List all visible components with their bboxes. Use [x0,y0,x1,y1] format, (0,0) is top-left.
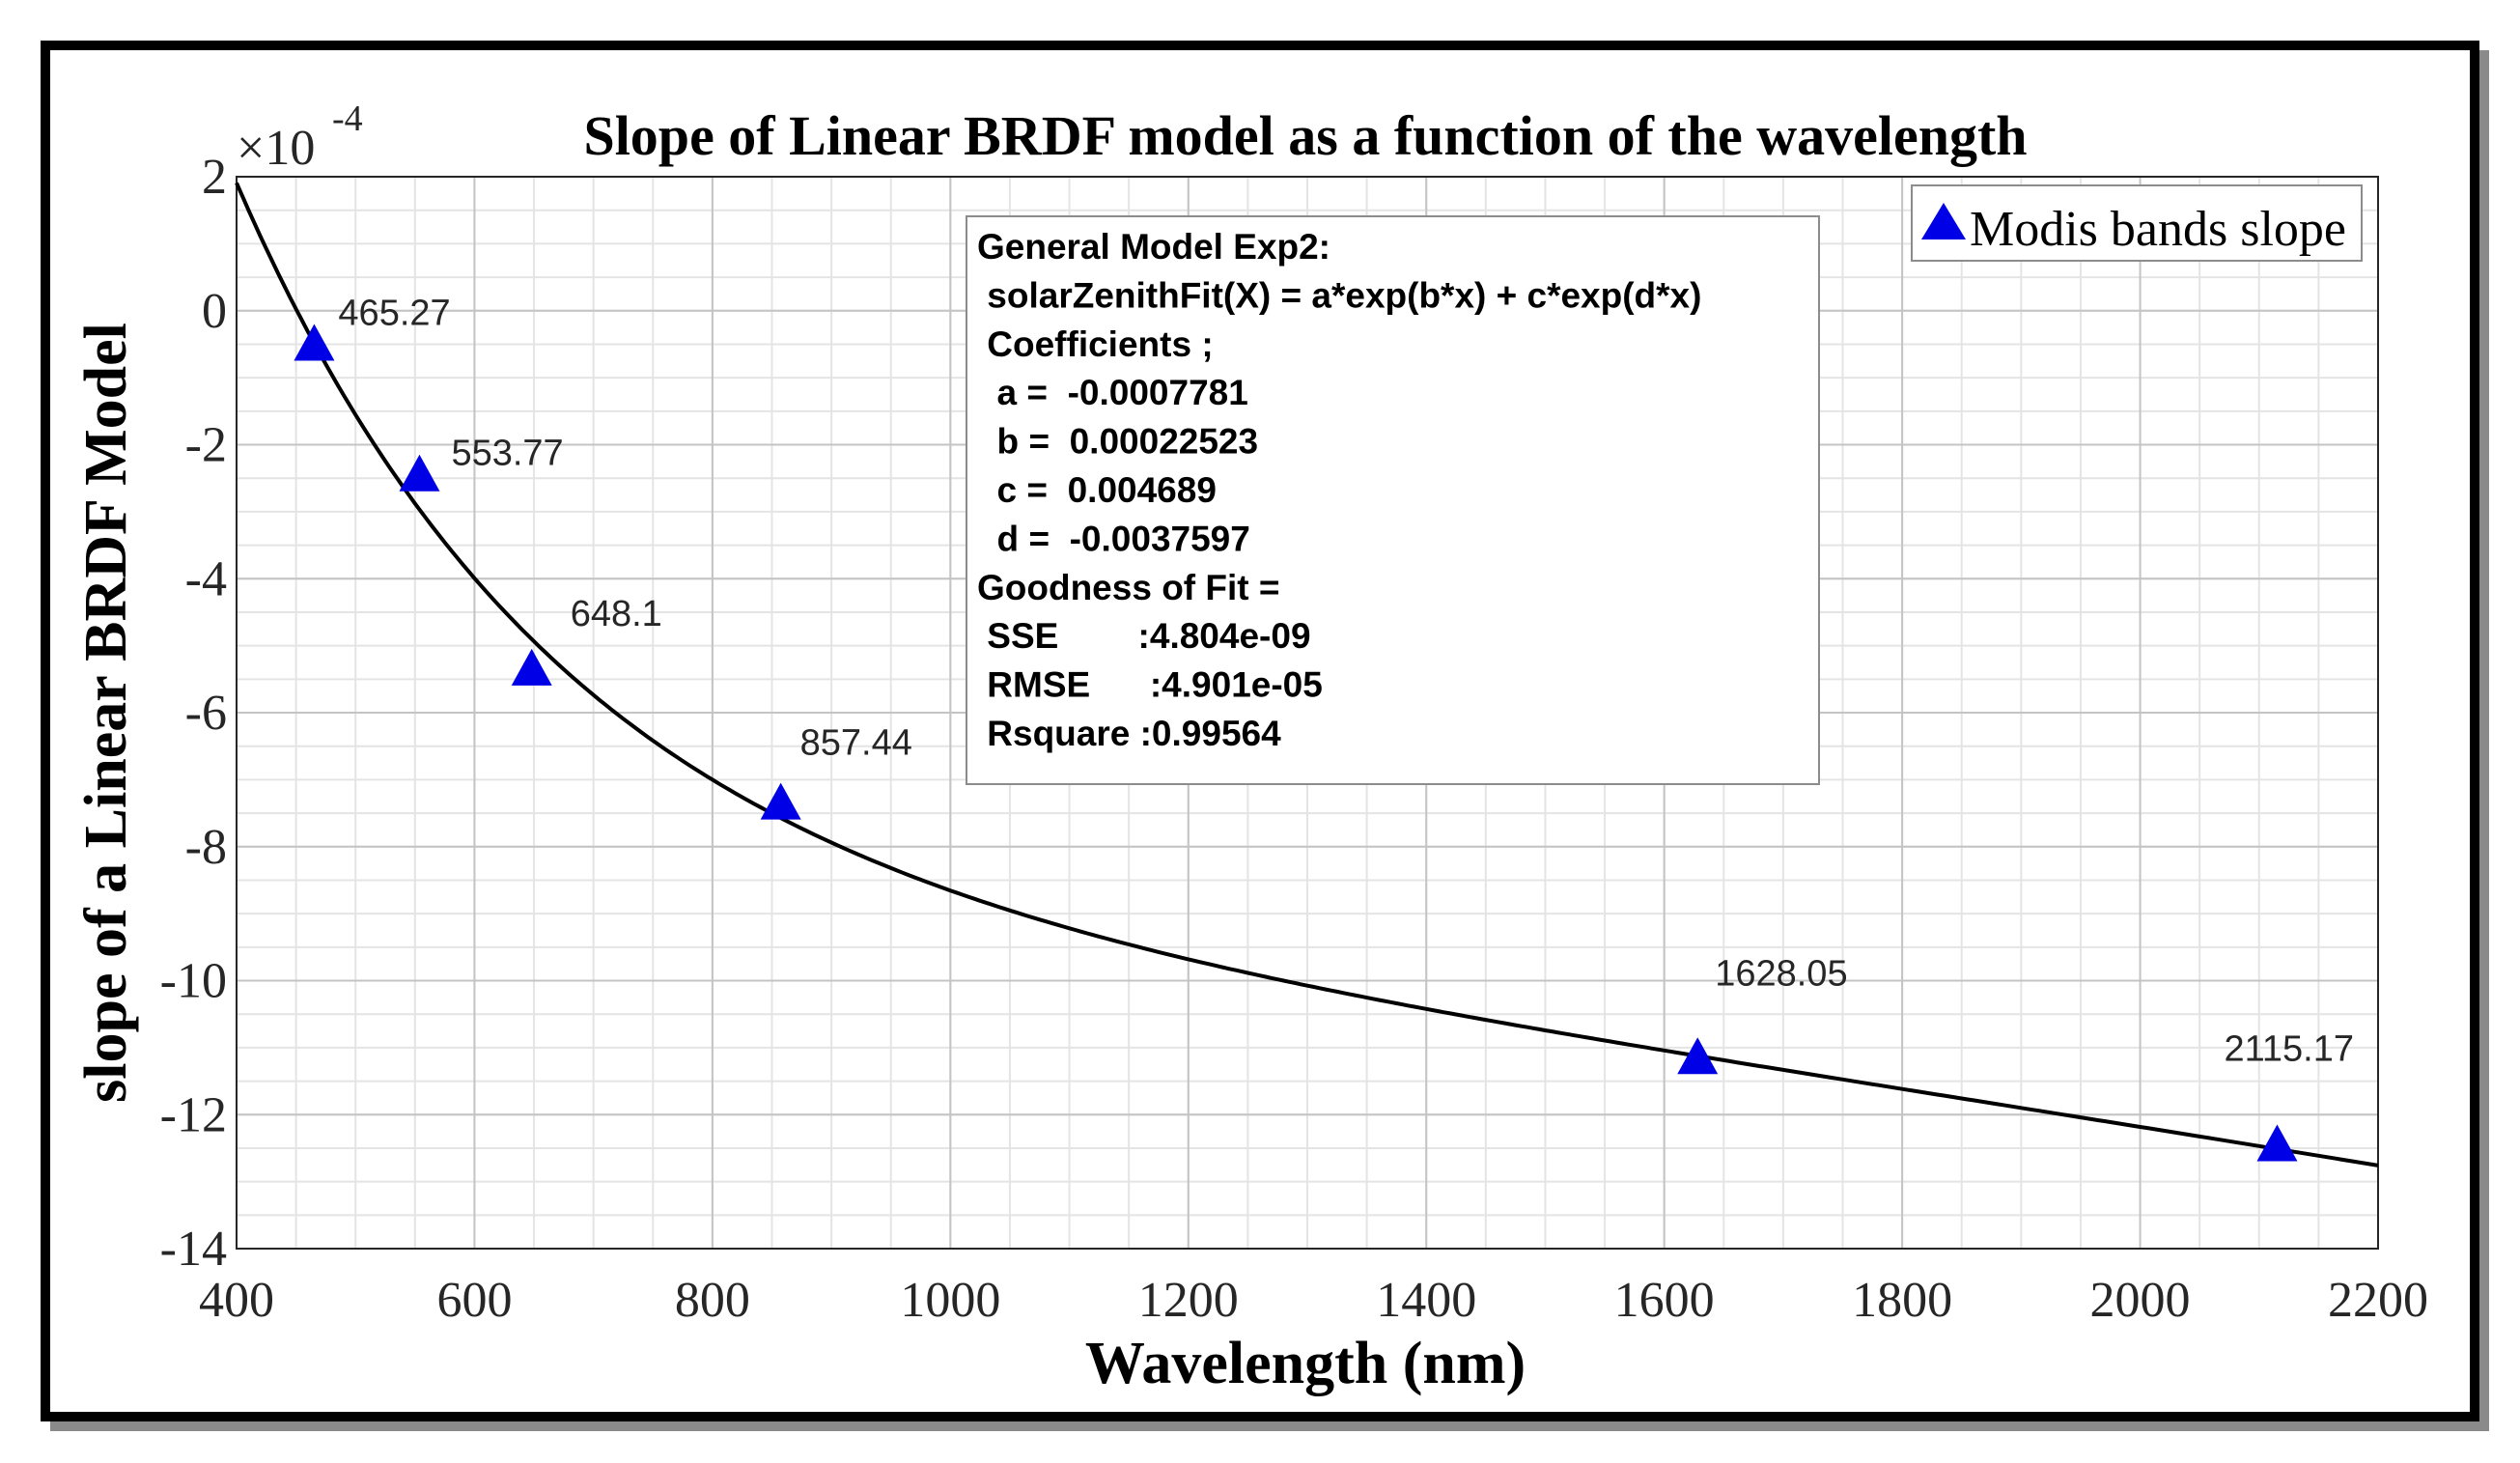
y-tick-labels: 2 0 -2 -4 -6 -8 -10 -12 -14 [160,150,227,1277]
data-point-label: 1628.05 [1715,953,1847,994]
data-point-marker [399,454,440,492]
x-tick-label: 1000 [900,1273,1000,1328]
point-labels: 465.27 553.77 648.1 857.44 1628.05 2115.17 [338,293,2354,1069]
data-point-marker [760,782,801,820]
plot-area-border [236,176,2379,1250]
annotation-line: SSE :4.804e-09 [977,616,1311,656]
y-tick-label: -4 [185,551,227,606]
annotation-line: d = -0.0037597 [977,519,1250,558]
x-tick-label: 1800 [1852,1273,1952,1328]
legend: Modis bands slope [1911,184,2363,262]
data-point-marker [1677,1037,1719,1075]
legend-triangle-icon [1921,203,1966,239]
data-point-label: 553.77 [451,434,563,474]
fit-annotation: General Model Exp2: solarZenithFit(X) = … [966,215,1820,785]
annotation-line: Goodness of Fit = [977,568,1280,607]
legend-entry-label: Modis bands slope [1970,202,2346,257]
annotation-line: c = 0.004689 [977,470,1217,510]
y-tick-label: -10 [160,954,227,1009]
x-axis-label: Wavelength (nm) [1085,1331,1526,1396]
data-point-label: 2115.17 [2224,1028,2354,1069]
data-point-label: 857.44 [800,723,912,764]
data-point-label: 465.27 [338,293,450,333]
data-point-marker [2256,1124,2298,1162]
data-point-marker [511,648,552,686]
annotation-line: b = 0.00022523 [977,422,1258,462]
annotation-box [966,215,1820,785]
data-point-label: 648.1 [571,594,662,634]
y-tick-label: 2 [202,150,227,205]
y-axis-label: slope of a Linear BRDF Model [73,323,139,1103]
chart-title: Slope of Linear BRDF model as a function… [583,104,2027,167]
x-tick-label: 1600 [1614,1273,1715,1328]
x-tick-label: 2200 [2328,1273,2428,1328]
x-tick-label: 1200 [1138,1273,1239,1328]
y-exponent-base: ×10 [237,121,315,176]
x-tick-label: 400 [199,1273,274,1328]
annotation-line: a = -0.0007781 [977,373,1248,412]
annotation-line: RMSE :4.901e-05 [977,665,1323,705]
y-tick-label: 0 [202,284,227,339]
annotation-line: solarZenithFit(X) = a*exp(b*x) + c*exp(d… [977,275,1701,315]
legend-box [1911,184,2363,262]
annotation-line: General Model Exp2: [977,227,1330,267]
x-tick-label: 600 [436,1273,512,1328]
y-tick-label: -6 [185,686,227,741]
y-tick-label: -2 [185,418,227,473]
x-tick-label: 2000 [2090,1273,2191,1328]
x-tick-label: 1400 [1376,1273,1476,1328]
y-tick-label: -8 [185,820,227,875]
y-tick-label: -14 [160,1222,227,1277]
data-markers [294,324,2298,1162]
x-tick-labels: 400 600 800 1000 1200 1400 1600 1800 2000 2200 [199,1273,2428,1328]
annotation-lines: General Model Exp2: solarZenithFit(X) = … [977,227,1701,753]
y-tick-label: -12 [160,1087,227,1142]
x-tick-label: 800 [675,1273,750,1328]
annotation-line: Coefficients ; [977,324,1214,364]
y-exponent-power: -4 [332,98,363,139]
data-point-marker [294,324,335,361]
fit-curve-line [235,182,2379,1168]
annotation-line: Rsquare :0.99564 [977,714,1281,753]
